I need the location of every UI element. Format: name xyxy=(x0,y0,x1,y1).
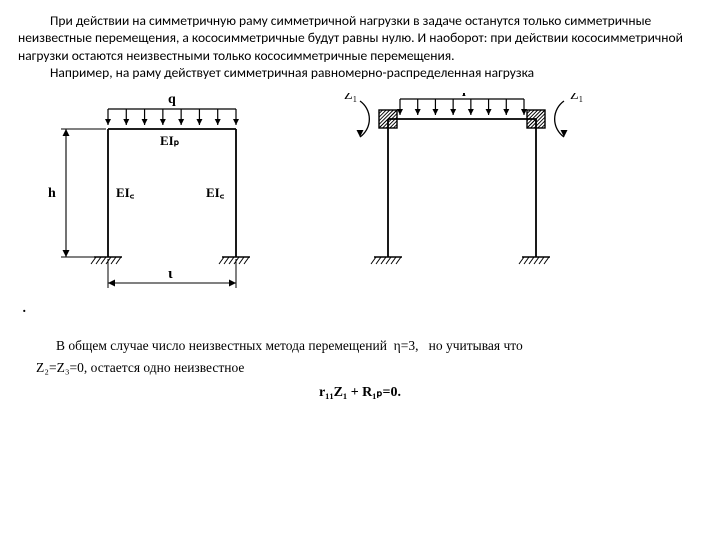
figure-right: q Z₁ Z₁ xyxy=(316,93,646,273)
svg-text:EI꜀: EI꜀ xyxy=(206,185,225,200)
figures-row: q EIₚ EI꜀ EI꜀ h ι q Z₁ Z₁ xyxy=(36,93,702,303)
foot-line-2: Z₂=Z₃=0, остается одно неизвестное xyxy=(36,357,702,379)
paragraph-2: Например, на раму действует симметричная… xyxy=(18,64,702,81)
figure-left: q EIₚ EI꜀ EI꜀ h ι xyxy=(36,93,296,303)
svg-text:q: q xyxy=(168,93,176,107)
svg-text:Z₁: Z₁ xyxy=(570,93,583,103)
equation: r₁₁Z₁ + R₁ₚ=0. xyxy=(18,384,702,401)
svg-text:q: q xyxy=(458,93,466,97)
foot-line-1: В общем случае число неизвестных метода … xyxy=(36,335,702,357)
svg-text:EIₚ: EIₚ xyxy=(160,133,180,148)
svg-text:h: h xyxy=(48,186,56,201)
svg-text:ι: ι xyxy=(168,266,173,282)
svg-text:EI꜀: EI꜀ xyxy=(116,185,135,200)
paragraph-1: При действии на симметричную раму симмет… xyxy=(18,12,702,64)
svg-text:Z₁: Z₁ xyxy=(344,93,357,103)
